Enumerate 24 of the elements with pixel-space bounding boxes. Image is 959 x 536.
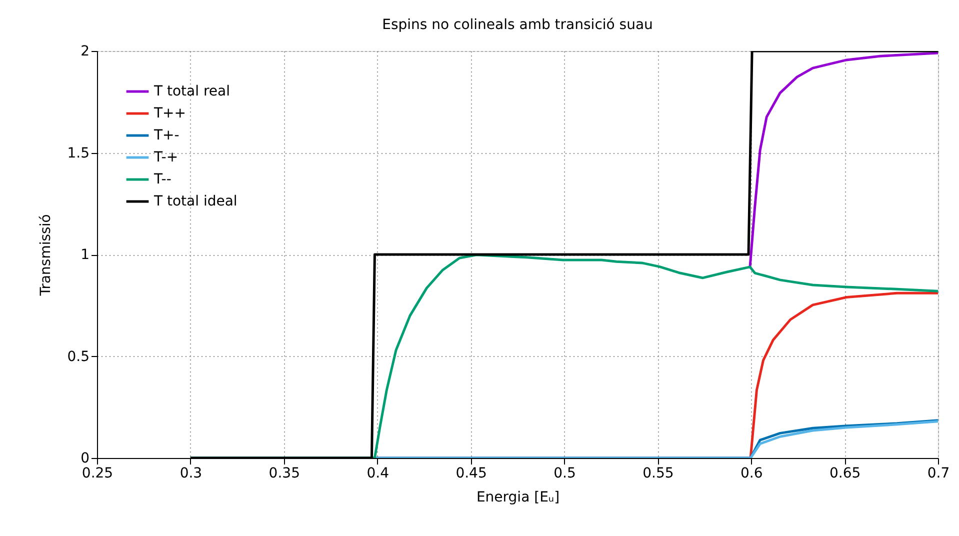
x-tick-label: 0.4 [366,466,390,482]
legend-label: T+- [153,128,180,144]
x-tick-label: 0.6 [740,466,763,482]
y-tick-label: 0.5 [67,348,90,365]
x-tick-label: 0.3 [180,466,202,482]
legend-label: T total real [153,84,230,100]
y-tick-label: 2 [80,44,90,60]
x-tick-label: 0.65 [829,466,861,482]
legend-label: T-+ [153,150,178,166]
x-axis-title: Energia [Eᵤ] [476,490,560,506]
x-tick-label: 0.35 [268,466,300,482]
x-tick-label: 0.25 [82,466,114,482]
y-axis-title: Transmissió [38,214,54,297]
legend-label: T-- [153,172,172,188]
y-tick-label: 0 [80,450,90,466]
x-tick-label: 0.45 [456,466,487,482]
chart-title: Espins no colineals amb transició suau [382,17,653,33]
x-tick-label: 0.7 [927,466,950,482]
legend-label: T++ [153,106,186,122]
x-tick-label: 0.5 [554,466,576,482]
y-tick-label: 1 [80,247,90,263]
x-tick-label: 0.55 [642,466,674,482]
y-tick-label: 1.5 [67,145,90,162]
legend-label: T total ideal [153,194,238,210]
